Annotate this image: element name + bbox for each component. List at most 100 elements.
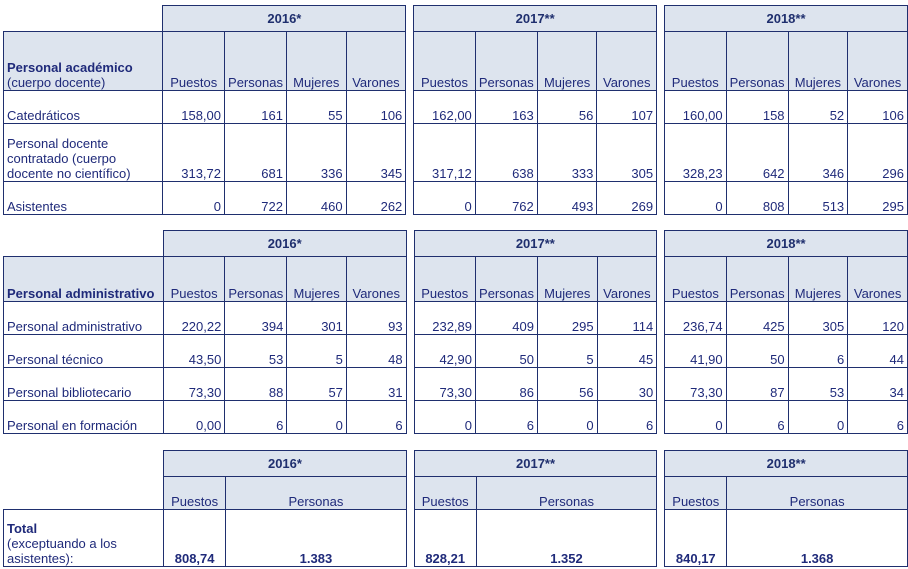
column-header: Varones — [847, 256, 908, 302]
cell-value: 220,22 — [162, 301, 226, 335]
table-row: Catedráticos 158,00 161 55 106 162,00 16… — [2, 90, 908, 124]
cell-value: 88 — [224, 367, 288, 401]
cell-value: 345 — [345, 123, 407, 182]
cell-value: 394 — [224, 301, 288, 335]
cell-value: 44 — [847, 334, 908, 368]
year-header: 2016* — [162, 5, 407, 32]
cell-value: 73,30 — [162, 367, 226, 401]
cell-value: 0,00 — [162, 400, 226, 434]
column-header: Varones — [847, 31, 908, 91]
cell-value: 0 — [787, 400, 849, 434]
cell-value: 409 — [475, 301, 538, 335]
cell-value: 513 — [787, 181, 849, 215]
cell-value: 232,89 — [413, 301, 476, 335]
cell-value: 6 — [847, 400, 908, 434]
cell-value: 305 — [787, 301, 849, 335]
cell-value: 41,90 — [664, 334, 727, 368]
total-subtitle: (exceptuando a los asistentes): — [7, 536, 117, 566]
cell-value: 0 — [162, 181, 225, 215]
cell-value: 50 — [725, 334, 789, 368]
cell-value: 55 — [285, 90, 347, 124]
cell-value: 236,74 — [664, 301, 727, 335]
cell-value: 262 — [345, 181, 407, 215]
total-value: 840,17 — [664, 509, 728, 567]
column-header: Mujeres — [536, 256, 598, 302]
empty-corner — [4, 231, 164, 257]
column-header: Personas — [224, 31, 287, 91]
cell-value: 114 — [596, 301, 658, 335]
cell-value: 163 — [474, 90, 538, 124]
column-header: Puestos — [163, 476, 227, 510]
cell-value: 638 — [474, 123, 538, 182]
cell-value: 6 — [345, 400, 407, 434]
cell-value: 87 — [725, 367, 789, 401]
academic-staff-table: 2016* 2017** 2018** Personal académico (… — [2, 5, 908, 215]
total-value: 1.368 — [726, 509, 908, 567]
cell-value: 53 — [787, 367, 849, 401]
total-value: 1.383 — [225, 509, 407, 567]
column-header: Puestos — [162, 31, 225, 91]
cell-value: 43,50 — [162, 334, 226, 368]
table-row: Personal bibliotecario 73,30 88 57 31 73… — [3, 367, 908, 401]
cell-value: 53 — [224, 334, 288, 368]
cell-value: 0 — [413, 181, 476, 215]
column-header: Personas — [224, 256, 288, 302]
table-row: Personal en formación 0,00 6 0 6 0 6 0 6… — [3, 400, 908, 434]
cell-value: 460 — [285, 181, 347, 215]
cell-value: 762 — [474, 181, 538, 215]
row-label: Personal bibliotecario — [3, 367, 164, 401]
cell-value: 333 — [536, 123, 598, 182]
column-header: Personas — [726, 476, 908, 510]
cell-value: 73,30 — [664, 367, 727, 401]
cell-value: 681 — [224, 123, 287, 182]
cell-value: 106 — [847, 90, 908, 124]
cell-value: 305 — [596, 123, 658, 182]
cell-value: 73,30 — [413, 367, 476, 401]
row-label: Personal en formación — [3, 400, 164, 434]
cell-value: 296 — [847, 123, 908, 182]
year-header: 2016* — [163, 450, 407, 477]
table-row: Asistentes 0 722 460 262 0 762 493 269 0… — [2, 181, 908, 215]
year-header: 2017** — [413, 450, 658, 477]
column-header: Personas — [474, 31, 538, 91]
cell-value: 317,12 — [413, 123, 476, 182]
year-header: 2018** — [664, 5, 908, 32]
cell-value: 86 — [475, 367, 538, 401]
cell-value: 0 — [413, 400, 476, 434]
row-label: Personal técnico — [3, 334, 164, 368]
column-header: Puestos — [413, 476, 477, 510]
year-header: 2017** — [413, 5, 658, 32]
cell-value: 52 — [787, 90, 849, 124]
cell-value: 5 — [536, 334, 598, 368]
cell-value: 0 — [286, 400, 347, 434]
column-header: Mujeres — [787, 256, 849, 302]
cell-value: 30 — [596, 367, 658, 401]
column-header: Mujeres — [536, 31, 598, 91]
year-header: 2018** — [664, 450, 908, 477]
row-label: Personal docente contratado (cuerpo doce… — [2, 123, 164, 182]
category-label: Personal académico (cuerpo docente) — [2, 31, 164, 91]
column-header: Personas — [725, 31, 789, 91]
column-header: Mujeres — [787, 31, 849, 91]
total-value: 808,74 — [163, 509, 227, 567]
cell-value: 48 — [345, 334, 407, 368]
row-label: Personal administrativo — [3, 301, 164, 335]
cell-value: 808 — [725, 181, 789, 215]
cell-value: 34 — [847, 367, 908, 401]
cell-value: 120 — [847, 301, 908, 335]
cell-value: 493 — [536, 181, 598, 215]
cell-value: 295 — [847, 181, 908, 215]
cell-value: 158,00 — [162, 90, 225, 124]
column-header: Mujeres — [285, 31, 347, 91]
row-label: Catedráticos — [2, 90, 164, 124]
cell-value: 0 — [664, 400, 727, 434]
administrative-staff-table: 2016* 2017** 2018** Personal administrat… — [3, 230, 908, 434]
year-header: 2018** — [664, 230, 908, 257]
total-table: 2016* 2017** 2018** Puestos Personas Pue… — [2, 450, 908, 567]
cell-value: 6 — [787, 334, 849, 368]
cell-value: 160,00 — [664, 90, 727, 124]
cell-value: 162,00 — [413, 90, 476, 124]
category-title: Personal académico — [7, 60, 133, 75]
cell-value: 107 — [596, 90, 658, 124]
cell-value: 295 — [536, 301, 598, 335]
